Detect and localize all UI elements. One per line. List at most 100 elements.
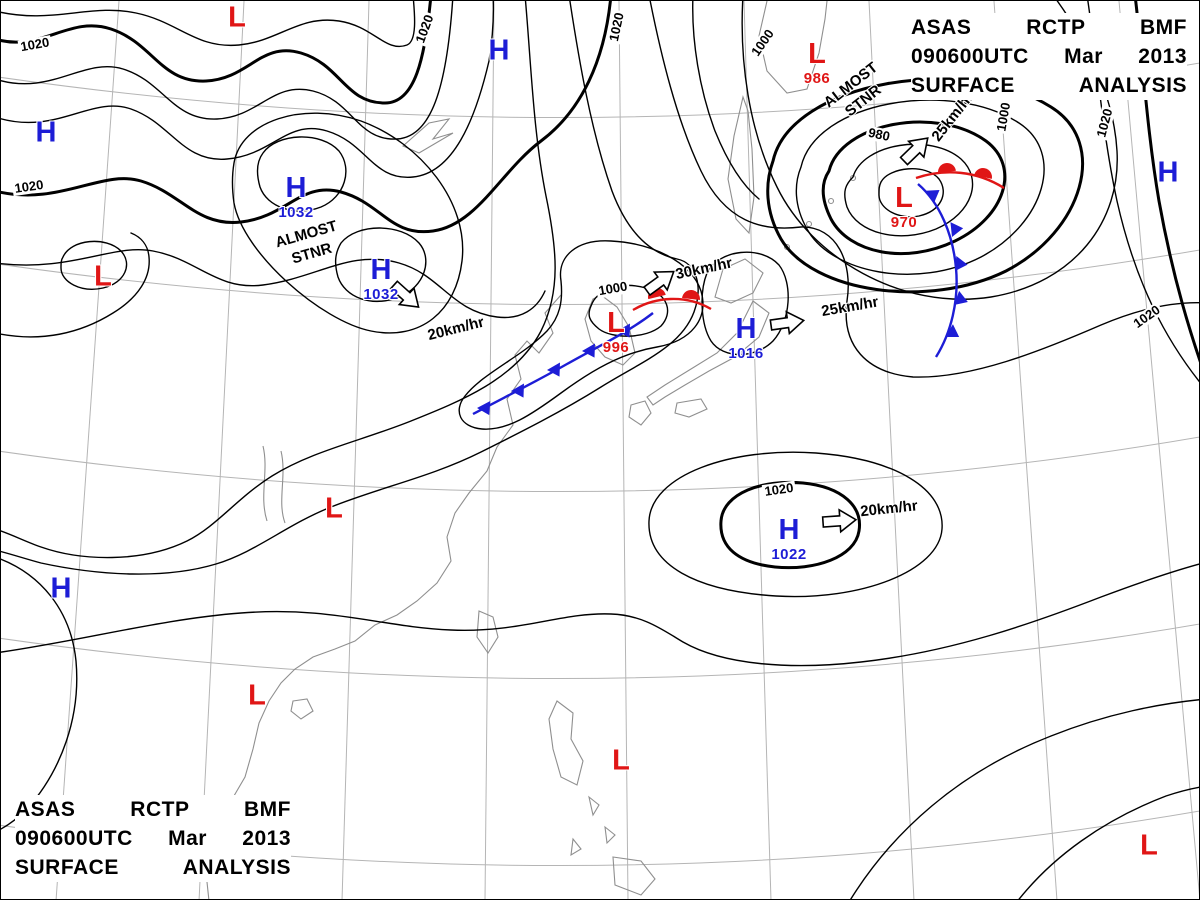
coast-island — [570, 837, 582, 857]
coast-river — [262, 445, 268, 522]
cold-front-970 — [917, 183, 968, 358]
coast-mindanao — [612, 856, 656, 896]
isobar-label: 1020 — [1093, 105, 1117, 141]
pressure-center-low: L — [248, 681, 266, 711]
isobar-1020 — [1, 1, 612, 234]
pressure-letter: H — [35, 116, 57, 149]
pressure-center-low: L 986 — [803, 38, 831, 87]
pressure-letter: L — [808, 38, 826, 70]
movement-arrow — [389, 280, 420, 309]
pressure-center-low: L 996 — [602, 309, 630, 356]
isobar-1020 — [1, 1, 432, 105]
motion-label: 20km/hr — [426, 313, 487, 346]
isobar-label: 1020 — [1129, 301, 1165, 333]
isobar — [1, 1, 454, 140]
motion-label: 25km/hr — [820, 292, 880, 321]
isobar — [1, 1, 556, 559]
isobar — [231, 112, 464, 334]
pressure-letter: L — [612, 744, 630, 777]
pressure-letter: H — [488, 34, 510, 67]
coast-taiwan — [476, 610, 499, 655]
isobar — [648, 451, 943, 598]
cold-front-triangle — [954, 290, 968, 305]
coastlines — [204, 1, 857, 899]
warm-front-semicircle — [682, 290, 700, 300]
isobar — [649, 1, 1199, 378]
pressure-center-high: H — [35, 116, 57, 149]
pressure-value: 1022 — [771, 546, 807, 563]
coast-river — [280, 450, 286, 524]
isobar-label: 1020 — [412, 11, 438, 47]
warm-front-semicircle — [974, 168, 992, 179]
coast-kyushu — [628, 400, 652, 426]
coast-luzon — [548, 700, 584, 786]
isobar — [692, 1, 760, 200]
isobar-1000 — [766, 77, 1085, 294]
pressure-letter: L — [94, 260, 112, 293]
pressure-value: 970 — [890, 214, 918, 231]
isobar — [701, 251, 789, 356]
title-block-top: ASAS RCTP BMF 090600UTC Mar 2013 SURFACE… — [911, 13, 1187, 100]
cold-front-triangle — [582, 343, 595, 358]
pressure-value: 986 — [803, 70, 831, 87]
isobar — [1018, 786, 1199, 899]
isobar — [1, 563, 1199, 667]
pressure-value: 996 — [602, 339, 630, 356]
pressure-letter: H — [735, 313, 757, 345]
pressure-letter: L — [895, 182, 913, 214]
pressure-center-low: L 970 — [890, 182, 918, 231]
pressure-letter: L — [325, 492, 343, 525]
movement-arrow — [642, 270, 675, 297]
isobar-label: 1020 — [11, 177, 47, 197]
coast-china — [204, 294, 562, 899]
cold-front-korea — [472, 312, 654, 416]
pressure-value: 1032 — [363, 286, 399, 303]
chart-id: ASAS RCTP BMF — [15, 798, 291, 821]
chart-type: SURFACE ANALYSIS — [911, 74, 1187, 97]
isobar — [1, 1, 416, 48]
pressure-center-high: H 1016 — [728, 313, 764, 362]
movement-arrow — [769, 310, 806, 336]
motion-label: ALMOST STNR — [273, 217, 345, 272]
pressure-center-low: L — [228, 1, 246, 34]
coast-honshu — [646, 300, 770, 406]
cold-front-triangle — [955, 256, 968, 271]
motion-label-line: 20km/hr — [859, 497, 919, 521]
pressure-letter: L — [228, 1, 246, 34]
pressure-letter: H — [778, 514, 800, 546]
pressure-center-high: H — [488, 34, 510, 67]
coast-island — [588, 795, 600, 817]
isobar-label: 1020 — [17, 34, 53, 55]
isobar — [60, 240, 128, 290]
pressure-center-low: L — [94, 260, 112, 293]
isobar — [795, 99, 1045, 275]
cold-front-triangle — [547, 362, 560, 377]
coast-island — [604, 825, 616, 845]
isobar — [1, 1, 699, 575]
pressure-center-low: L — [612, 744, 630, 777]
pressure-center-low: L — [1140, 831, 1158, 861]
pressure-value: 1016 — [728, 345, 764, 362]
motion-label-line: 20km/hr — [425, 313, 486, 344]
coast-shikoku — [674, 398, 708, 418]
pressure-letter: H — [370, 254, 392, 286]
motion-label: ALMOST STNR — [820, 58, 894, 128]
isobar-label: 1020 — [761, 480, 797, 500]
isobar — [1, 248, 546, 319]
pressure-letter: H — [50, 572, 72, 605]
pressure-letter: H — [1157, 156, 1179, 189]
isobar — [1, 232, 150, 338]
coast-sakhalin — [727, 95, 755, 235]
isobar-label: 1020 — [606, 9, 628, 45]
warm-front-semicircle — [938, 163, 956, 174]
pressure-letter: H — [285, 172, 307, 204]
movement-arrow — [821, 508, 858, 534]
pressure-center-high: H — [1157, 156, 1179, 189]
chart-id: ASAS RCTP BMF — [911, 16, 1187, 39]
chart-type: SURFACE ANALYSIS — [15, 856, 291, 879]
pressure-center-low: L — [325, 492, 343, 525]
isobar-label: 1000 — [595, 278, 631, 299]
coast-hokkaido — [714, 258, 764, 304]
